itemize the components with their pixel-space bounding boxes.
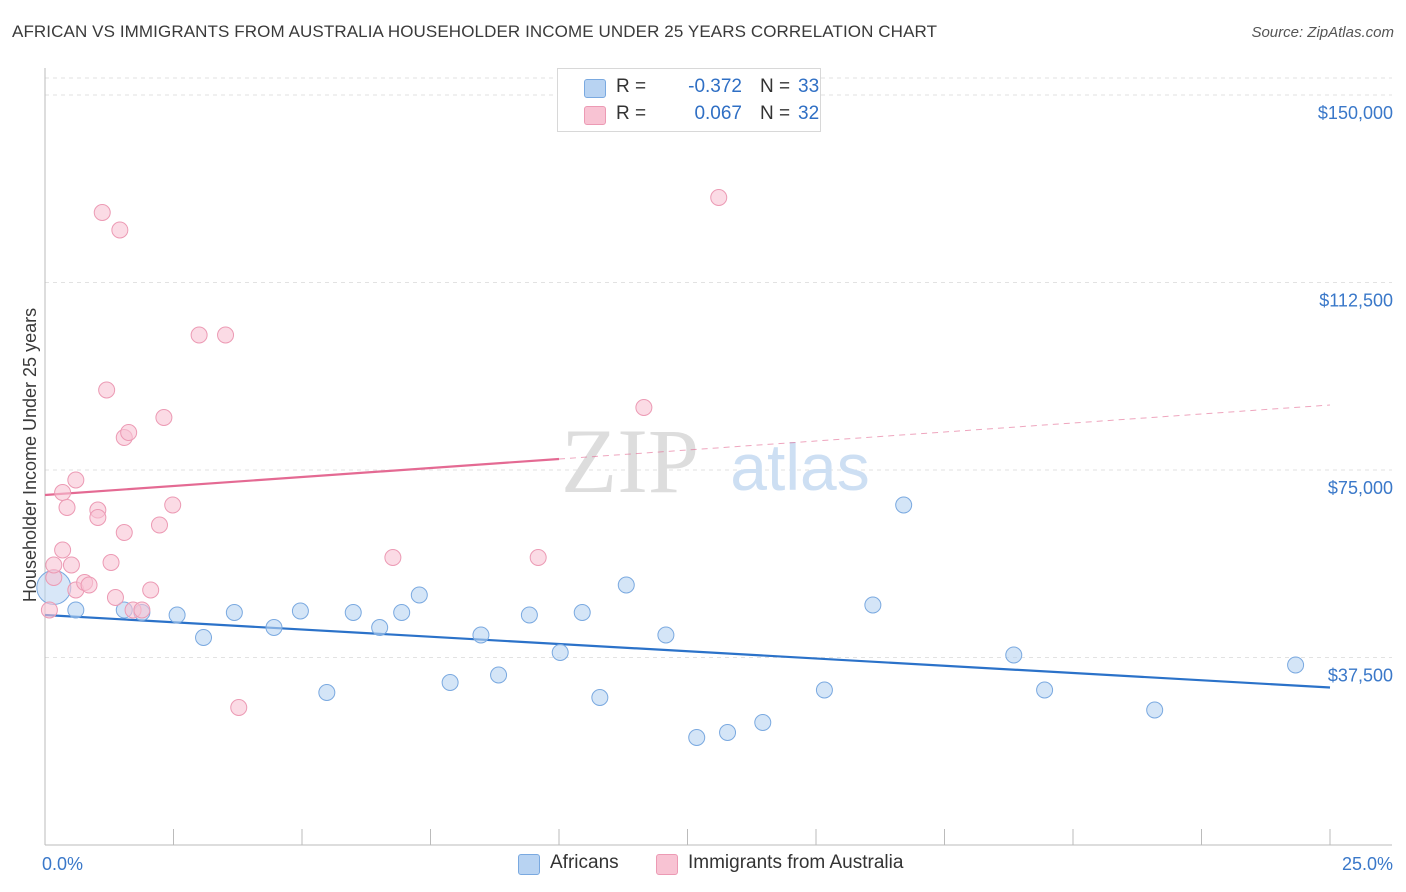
chart-title: AFRICAN VS IMMIGRANTS FROM AUSTRALIA HOU…	[12, 22, 938, 41]
data-point-africans	[551, 644, 569, 661]
x-tick-label: 25.0%	[1342, 854, 1393, 874]
legend-n-label: N =	[760, 76, 791, 97]
data-point-australia	[93, 204, 111, 221]
trend-lines	[44, 404, 1331, 689]
data-point-australia	[150, 516, 168, 534]
data-point-africans	[344, 604, 362, 621]
legend-label-australia: Immigrants from Australia	[688, 852, 904, 873]
trend-line-0	[44, 613, 1331, 689]
data-point-australia	[710, 189, 728, 206]
data-point-australia	[45, 556, 63, 574]
watermark-zip: ZIP	[561, 410, 699, 512]
data-point-africans	[67, 601, 85, 619]
data-point-australia	[58, 499, 76, 516]
data-point-africans	[520, 606, 538, 624]
data-point-australia	[62, 556, 80, 574]
data-point-africans	[472, 626, 490, 644]
data-point-australia	[384, 549, 402, 566]
data-point-australia	[102, 554, 120, 571]
data-point-africans	[371, 619, 389, 636]
data-point-australia	[80, 576, 98, 594]
data-point-australia	[635, 399, 653, 416]
legend-swatch-blue	[584, 79, 606, 98]
legend-swatch-blue	[518, 854, 540, 875]
legend-label-africans: Africans	[550, 852, 619, 873]
data-point-africans	[291, 602, 309, 620]
legend-r-value: 0.067	[694, 103, 742, 124]
data-point-africans	[195, 629, 213, 646]
data-point-australia	[106, 589, 124, 606]
data-point-africans	[895, 496, 913, 514]
data-point-australia	[111, 221, 129, 239]
data-point-australia	[115, 524, 133, 541]
data-point-africans	[410, 586, 428, 604]
data-point-australia	[217, 326, 235, 344]
data-point-australia	[120, 424, 138, 441]
data-point-australia	[190, 326, 208, 344]
grid-lines	[45, 77, 1392, 658]
correlation-legend: R = -0.372 N = 33 R = 0.067 N = 32	[557, 68, 821, 132]
y-tick-label: $150,000	[1318, 103, 1393, 123]
data-point-africans	[719, 724, 737, 741]
data-point-australia	[133, 601, 151, 619]
y-tick-label: $37,500	[1328, 666, 1393, 686]
data-point-africans	[1036, 681, 1054, 699]
data-point-australia	[529, 549, 547, 566]
data-point-australia	[155, 409, 173, 426]
data-point-africans	[688, 729, 706, 746]
data-point-africans	[168, 606, 186, 624]
data-point-africans	[1146, 701, 1164, 719]
legend-n-label: N =	[760, 103, 791, 124]
data-point-africans	[1287, 656, 1305, 674]
data-point-australia	[40, 601, 58, 619]
data-point-africans	[754, 714, 772, 731]
data-point-africans	[864, 596, 882, 614]
source-credit: Source: ZipAtlas.com	[1251, 24, 1394, 41]
data-point-australia	[98, 381, 116, 399]
trend-line-dashed-1	[558, 404, 1331, 460]
data-point-africans	[393, 604, 411, 621]
data-point-africans	[490, 666, 508, 684]
data-point-australia	[142, 581, 160, 599]
y-tick-label: $112,500	[1319, 291, 1393, 311]
data-point-australia	[164, 496, 182, 514]
data-point-australia	[89, 509, 107, 526]
data-point-africans	[441, 674, 459, 691]
watermark: ZIP atlas	[561, 410, 870, 512]
trend-line-solid-1	[44, 457, 560, 497]
legend-n-value: 33	[798, 76, 820, 97]
y-tick-label: $75,000	[1328, 478, 1393, 498]
data-point-africans	[1005, 646, 1023, 664]
y-axis-label: Householder Income Under 25 years	[20, 308, 40, 602]
data-point-africans	[573, 604, 591, 621]
data-point-australia	[54, 541, 72, 559]
axes	[44, 68, 1392, 846]
data-point-africans	[815, 681, 833, 699]
legend-n-value: 32	[798, 103, 820, 124]
data-point-africans	[617, 576, 635, 594]
x-tick-label: 0.0%	[42, 854, 83, 874]
data-point-australia	[67, 471, 85, 489]
data-point-africans	[265, 619, 283, 636]
data-point-africans	[657, 626, 675, 644]
tick-labels: $37,500 $75,000 $112,500 $150,000 0.0% 25.0%	[42, 103, 1393, 874]
data-point-africans	[225, 604, 243, 621]
data-point-africans	[318, 684, 336, 701]
data-points	[36, 189, 1305, 746]
data-point-africans	[591, 689, 609, 706]
legend-r-value: -0.372	[688, 76, 742, 97]
data-point-australia	[230, 699, 248, 716]
legend-swatch-pink	[656, 854, 678, 875]
legend-r-label: R =	[616, 76, 647, 97]
legend-swatch-pink	[584, 106, 606, 125]
watermark-atlas: atlas	[730, 430, 869, 504]
data-point-australia	[54, 484, 72, 501]
legend-r-label: R =	[616, 103, 647, 124]
